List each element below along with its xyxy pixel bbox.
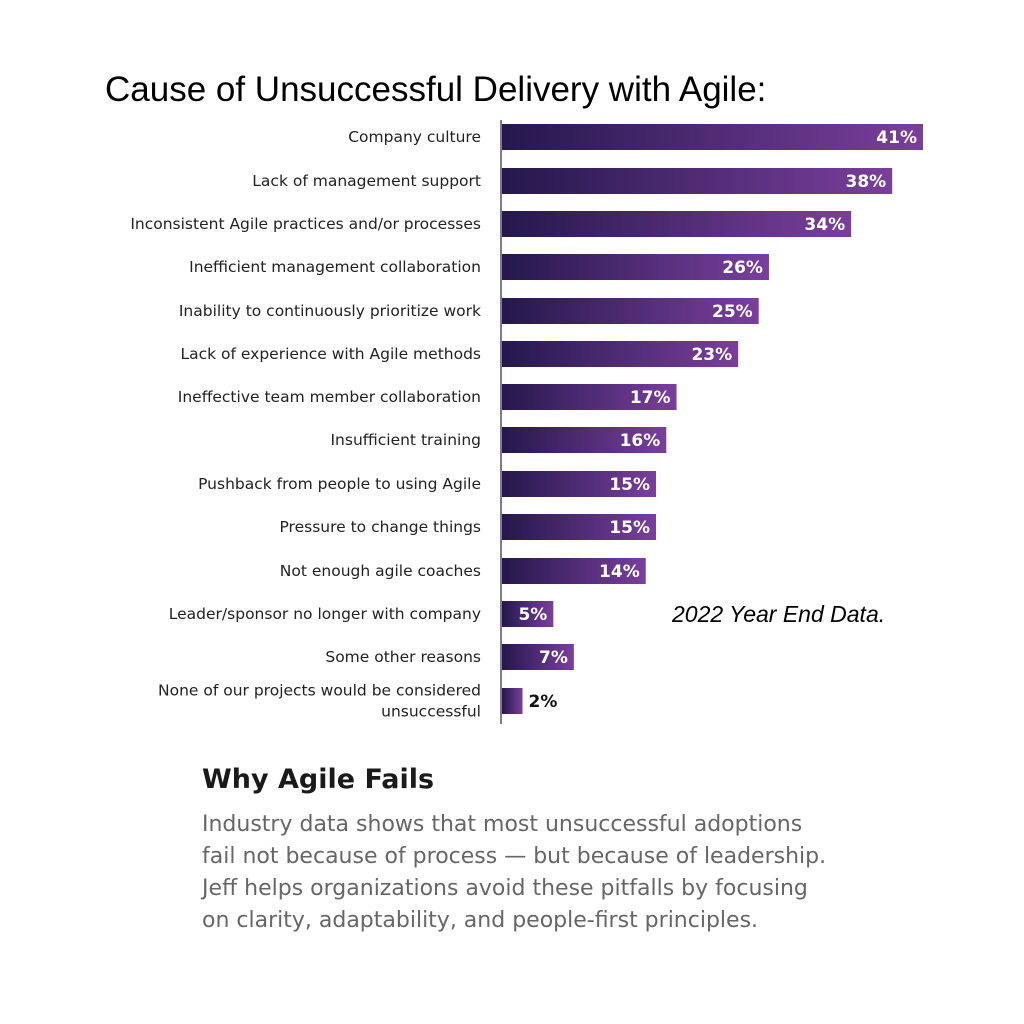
why-agile-fails-section: Why Agile Fails Industry data shows that… xyxy=(202,764,962,937)
bar xyxy=(502,168,893,194)
bar-chart: 41% Company culture 38% Lack of management … xyxy=(130,120,923,724)
data-label: 38% xyxy=(845,172,886,192)
bar xyxy=(502,644,574,670)
chart-title: Cause of Unsuccessful Delivery with Agil… xyxy=(105,70,767,109)
category-label: Lack of management support xyxy=(252,172,481,190)
body-line: Industry data shows that most unsuccessf… xyxy=(202,812,803,837)
bar xyxy=(502,427,667,453)
data-label: 26% xyxy=(722,258,763,278)
data-label: 17% xyxy=(630,388,671,408)
bar xyxy=(502,514,657,540)
category-label: Some other reasons xyxy=(325,648,481,666)
data-label: 2% xyxy=(529,692,558,712)
bar xyxy=(502,384,677,410)
category-label: Not enough agile coaches xyxy=(280,562,481,580)
body-line: fail not because of process — but becaus… xyxy=(202,844,827,869)
category-label: Ineffective team member collaboration xyxy=(178,388,481,406)
section-body: Industry data shows that most unsuccessf… xyxy=(202,809,962,937)
bar xyxy=(502,298,759,324)
bar xyxy=(502,688,523,714)
data-label: 25% xyxy=(712,302,753,322)
category-label: None of our projects would be considered… xyxy=(158,682,481,721)
bar xyxy=(502,558,646,584)
category-label: Lack of experience with Agile methods xyxy=(180,345,481,363)
category-label: Pressure to change things xyxy=(279,518,481,536)
bar xyxy=(502,211,852,237)
category-label: Inconsistent Agile practices and/or proc… xyxy=(130,215,481,233)
data-label: 5% xyxy=(518,605,547,625)
data-label: 15% xyxy=(609,518,650,538)
section-heading: Why Agile Fails xyxy=(202,764,435,795)
data-label: 16% xyxy=(620,431,661,451)
category-label: Insufficient training xyxy=(330,431,481,449)
data-label: 34% xyxy=(804,215,845,235)
bar xyxy=(502,341,739,367)
data-label: 41% xyxy=(876,128,917,148)
body-line: on clarity, adaptability, and people-fir… xyxy=(202,908,759,933)
year-note: 2022 Year End Data. xyxy=(672,601,886,627)
category-label: Company culture xyxy=(348,128,481,146)
category-label: Pushback from people to using Agile xyxy=(198,475,481,493)
data-label: 14% xyxy=(599,562,640,582)
bars-layer: 41% Company culture 38% Lack of management … xyxy=(130,124,923,721)
bar xyxy=(502,471,657,497)
category-label: Leader/sponsor no longer with company xyxy=(169,605,481,623)
bar xyxy=(502,601,554,627)
category-label: Inability to continuously prioritize wor… xyxy=(179,302,481,320)
body-line: Jeff helps organizations avoid these pit… xyxy=(202,876,808,901)
data-label: 7% xyxy=(539,648,568,668)
bar xyxy=(502,124,923,150)
data-label: 15% xyxy=(609,475,650,495)
bar xyxy=(502,254,769,280)
data-label: 23% xyxy=(691,345,732,365)
category-label: Inefficient management collaboration xyxy=(189,258,481,276)
